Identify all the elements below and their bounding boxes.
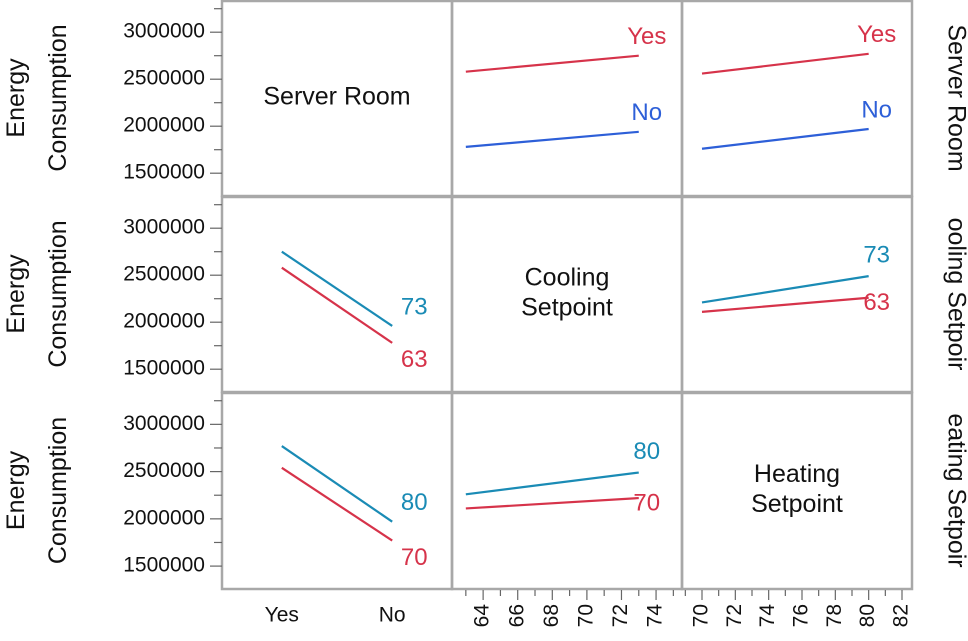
y-axis-title-line1: Energy: [2, 58, 30, 138]
y-tick-label: 3000000: [123, 20, 205, 43]
series-line-63: [701, 296, 869, 313]
series-label-73: 73: [863, 241, 890, 268]
y-tick-label: 2500000: [123, 263, 205, 286]
series-label-80: 80: [633, 438, 660, 465]
y-axis-title-line1: Energy: [2, 450, 30, 530]
series-line-80: [281, 445, 393, 523]
row-label-right: eating Setpoir: [942, 413, 968, 567]
panel-frame-2-2: [680, 391, 914, 591]
series-label-70: 70: [401, 544, 428, 571]
row-label-right: Server Room: [942, 24, 968, 171]
y-tick-label: 2000000: [123, 506, 205, 529]
series-line-73: [281, 250, 393, 327]
x-tick-label: 72: [609, 604, 632, 627]
x-tick-label: 76: [790, 604, 813, 627]
series-label-80: 80: [401, 489, 428, 516]
y-tick-label: 2500000: [123, 459, 205, 482]
y-tick-label: 2000000: [123, 310, 205, 333]
series-label-63: 63: [863, 289, 890, 316]
y-tick-label: 2000000: [123, 114, 205, 137]
row-label-right: ooling Setpoir: [942, 218, 968, 371]
y-axis-title-line1: Energy: [2, 254, 30, 334]
series-label-yes: Yes: [627, 23, 666, 50]
series-line-70: [281, 466, 393, 542]
series-label-63: 63: [401, 346, 428, 373]
series-label-no: No: [861, 96, 892, 123]
x-tick-label: 68: [540, 604, 563, 627]
diagonal-label: Cooling: [525, 264, 610, 292]
series-label-73: 73: [401, 293, 428, 320]
series-line-no: [701, 127, 869, 150]
diagonal-label: Server Room: [263, 83, 410, 111]
x-tick-label: 70: [690, 604, 713, 627]
x-tick-label: 78: [823, 604, 846, 627]
y-axis-title-line2: Consumption: [44, 24, 72, 171]
series-label-yes: Yes: [857, 21, 896, 48]
y-tick-label: 1500000: [123, 357, 205, 380]
series-line-63: [281, 266, 393, 344]
x-tick-label: Yes: [265, 604, 299, 627]
y-tick-label: 2500000: [123, 67, 205, 90]
x-tick-label: 80: [856, 604, 879, 627]
series-line-yes: [465, 54, 639, 73]
series-line-70: [465, 496, 639, 510]
x-tick-label: 74: [756, 604, 779, 628]
series-line-73: [701, 275, 869, 304]
diagonal-label: Setpoint: [521, 294, 613, 322]
x-tick-label: 72: [723, 604, 746, 627]
x-tick-label: 82: [890, 604, 913, 627]
x-tick-label: 64: [471, 604, 494, 628]
y-axis-title-line2: Consumption: [44, 417, 72, 564]
series-line-no: [465, 130, 639, 148]
y-tick-label: 3000000: [123, 412, 205, 435]
y-tick-label: 3000000: [123, 216, 205, 239]
diagonal-label: Setpoint: [751, 490, 843, 518]
series-label-no: No: [631, 99, 662, 126]
series-line-yes: [701, 52, 869, 75]
y-axis-title-line2: Consumption: [44, 220, 72, 367]
diagonal-label: Heating: [754, 460, 840, 488]
y-tick-label: 1500000: [123, 161, 205, 184]
x-tick-label: 70: [574, 604, 597, 627]
series-line-80: [465, 471, 639, 496]
x-tick-label: 66: [505, 604, 528, 627]
series-label-70: 70: [633, 489, 660, 516]
y-tick-label: 1500000: [123, 554, 205, 577]
x-tick-label: No: [379, 604, 406, 627]
x-tick-label: 74: [644, 604, 667, 628]
